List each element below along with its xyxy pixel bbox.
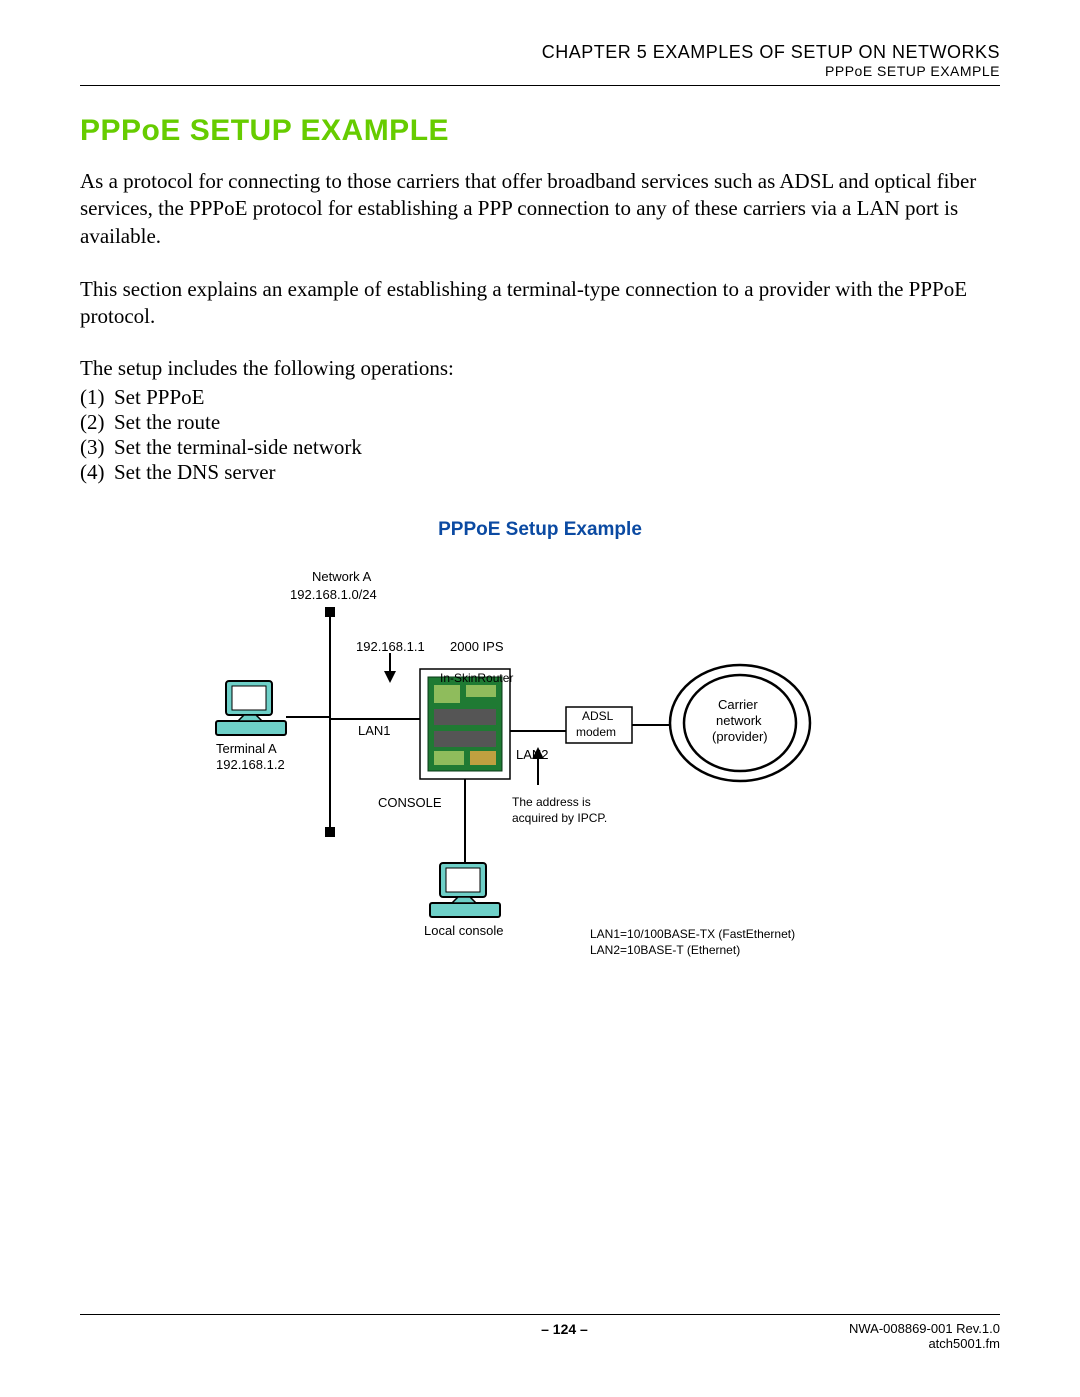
label-local-console: Local console: [424, 923, 504, 938]
label-adsl1: ADSL: [582, 709, 613, 723]
doc-id: NWA-008869-001 Rev.1.0: [849, 1321, 1000, 1336]
label-adsl2: modem: [576, 725, 616, 739]
operations-list: (1)Set PPPoE (2)Set the route (3)Set the…: [80, 385, 1000, 485]
label-network-a: Network A: [312, 569, 371, 584]
chapter-header: CHAPTER 5 EXAMPLES OF SETUP ON NETWORKS: [80, 42, 1000, 63]
label-lan2: LAN2: [516, 747, 549, 762]
label-ipcp1: The address is: [512, 795, 591, 809]
page-number: – 124 –: [541, 1321, 588, 1337]
label-carrier2: network: [716, 713, 762, 728]
figure-title: PPPoE Setup Example: [80, 519, 1000, 541]
page-footer: – 124 – NWA-008869-001 Rev.1.0 atch5001.…: [80, 1314, 1000, 1351]
label-router-ip: 192.168.1.1: [356, 639, 425, 654]
paragraph-2: This section explains an example of esta…: [80, 276, 1000, 331]
label-carrier3: (provider): [712, 729, 768, 744]
label-inskin: In-SkinRouter: [440, 671, 513, 685]
file-name: atch5001.fm: [849, 1336, 1000, 1351]
label-ips: 2000 IPS: [450, 639, 504, 654]
paragraph-1: As a protocol for connecting to those ca…: [80, 168, 1000, 250]
page-title: PPPoE SETUP EXAMPLE: [80, 114, 1000, 148]
list-item: (4)Set the DNS server: [80, 460, 1000, 485]
section-header: PPPoE SETUP EXAMPLE: [80, 63, 1000, 79]
label-terminal-a-ip: 192.168.1.2: [216, 757, 285, 772]
label-carrier1: Carrier: [718, 697, 758, 712]
operations-intro: The setup includes the following operati…: [80, 356, 1000, 381]
label-terminal-a: Terminal A: [216, 741, 277, 756]
label-network-a-ip: 192.168.1.0/24: [290, 587, 377, 602]
rule-bottom: [80, 1314, 1000, 1315]
label-legend1: LAN1=10/100BASE-TX (FastEthernet): [590, 927, 795, 941]
network-diagram: Network A 192.168.1.0/24 Terminal A 192.…: [160, 551, 920, 981]
label-ipcp2: acquired by IPCP.: [512, 811, 607, 825]
label-legend2: LAN2=10BASE-T (Ethernet): [590, 943, 740, 957]
label-lan1: LAN1: [358, 723, 391, 738]
label-console: CONSOLE: [378, 795, 442, 810]
rule-top: [80, 85, 1000, 86]
list-item: (2)Set the route: [80, 410, 1000, 435]
list-item: (1)Set PPPoE: [80, 385, 1000, 410]
list-item: (3)Set the terminal-side network: [80, 435, 1000, 460]
